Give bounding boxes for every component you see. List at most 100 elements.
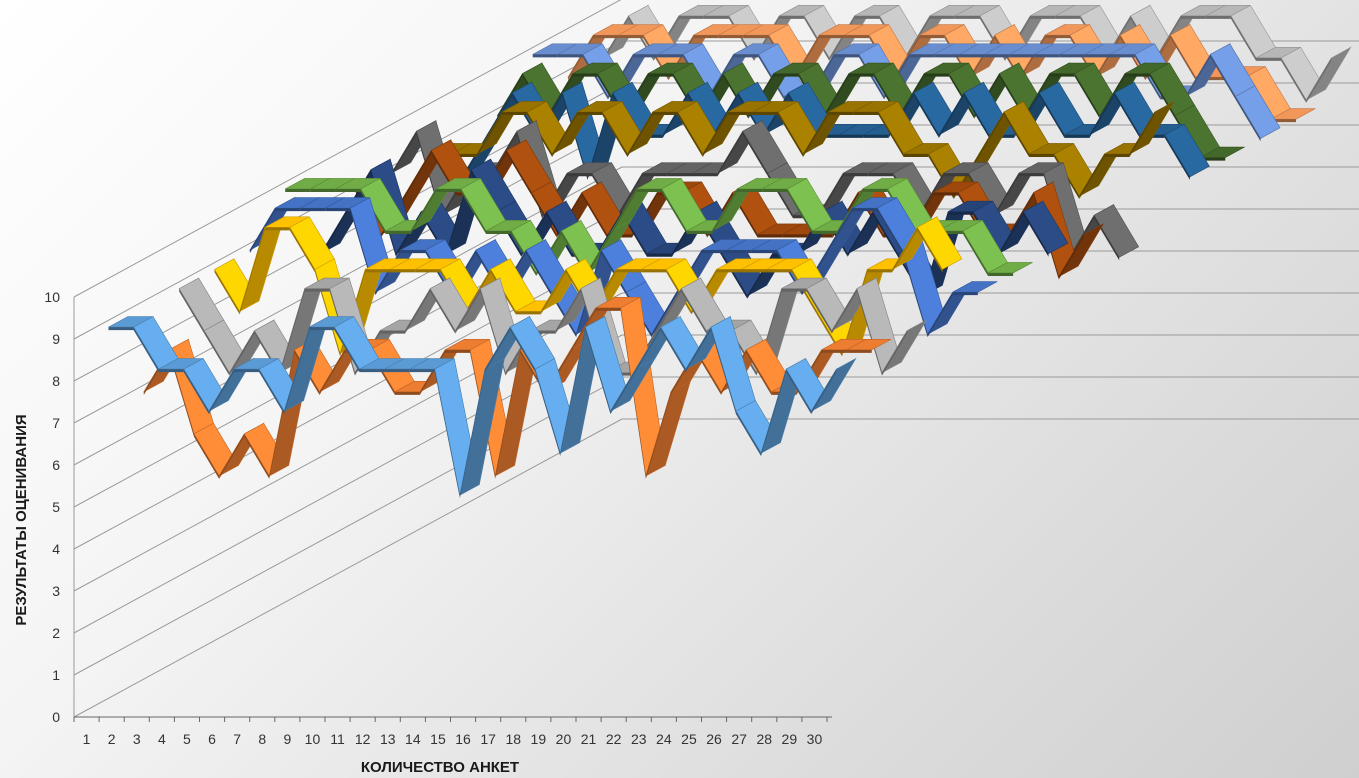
ribbon-edge: [658, 54, 684, 58]
ribbon-edge: [310, 188, 336, 192]
y-tick-label: 9: [52, 331, 60, 347]
ribbon-edge: [778, 112, 804, 158]
ribbon-edge: [677, 112, 703, 158]
ribbon-segment: [916, 216, 963, 270]
ribbon-edge: [934, 54, 960, 58]
ribbon-edge: [727, 112, 753, 116]
ribbon-edge: [279, 288, 305, 376]
ribbon-edge: [703, 15, 729, 19]
ribbon-edge: [535, 369, 561, 457]
ribbon-edge: [204, 330, 230, 376]
ribbon-edge: [786, 369, 812, 415]
x-tick-label: 26: [706, 731, 722, 747]
ribbon-edge: [1200, 157, 1226, 161]
ribbon-edge: [515, 311, 541, 315]
ribbon-edge: [1281, 57, 1307, 103]
ribbon-edge: [877, 208, 903, 254]
y-tick-label: 1: [52, 667, 60, 683]
ribbon-edge: [319, 349, 345, 395]
ribbon-edge: [551, 292, 577, 338]
ribbon-edge: [660, 327, 686, 373]
ribbon-edge: [365, 269, 391, 273]
ribbon-edge: [927, 292, 953, 338]
ribbon-edge: [510, 327, 536, 373]
ribbon-edge: [593, 35, 619, 39]
x-tick-label: 28: [756, 731, 772, 747]
ribbon-edge: [881, 330, 908, 376]
ribbon-edge: [718, 35, 744, 39]
ribbon-edge: [919, 35, 945, 39]
x-tick-label: 9: [283, 731, 291, 747]
ribbon-edge: [183, 369, 209, 415]
ribbon-edge: [667, 173, 693, 177]
ribbon-edge: [819, 35, 845, 39]
ribbon-edge: [735, 411, 762, 457]
ribbon-edge: [717, 131, 743, 177]
ribbon-edge: [214, 269, 240, 315]
ribbon-edge: [1256, 57, 1282, 61]
ribbon-edge: [761, 369, 787, 457]
series-ribbon: [108, 315, 857, 499]
ribbon-edge: [560, 327, 586, 457]
ribbon-edge: [661, 188, 687, 234]
ribbon-edge: [821, 349, 847, 353]
ribbon-edge: [701, 250, 727, 254]
ribbon-edge: [833, 54, 860, 58]
ribbon-edge: [484, 327, 511, 373]
y-tick-label: 8: [52, 373, 60, 389]
ribbon-edge: [406, 150, 432, 196]
ribbon-segment: [178, 277, 225, 332]
ribbon-edge: [179, 288, 205, 334]
ribbon-edge: [917, 227, 943, 273]
ribbon-edge: [1205, 15, 1231, 19]
x-tick-label: 29: [782, 731, 798, 747]
x-tick-label: 16: [455, 731, 471, 747]
ribbon-edge: [773, 73, 799, 77]
ribbon-edge: [486, 230, 512, 234]
ribbon-edge: [867, 269, 893, 273]
ribbon-edge: [782, 234, 808, 238]
ribbon-edge: [1230, 15, 1257, 61]
ribbon-edge: [476, 112, 502, 158]
ribbon-edge: [952, 292, 978, 296]
ribbon-edge: [400, 250, 426, 254]
ribbon-edge: [710, 327, 736, 415]
ribbon-segment: [1230, 4, 1276, 59]
x-tick-label: 17: [480, 731, 496, 747]
ribbon-edge: [459, 369, 485, 499]
ribbon-edge: [1235, 96, 1261, 142]
x-tick-label: 19: [531, 731, 547, 747]
ribbon-edge: [988, 272, 1014, 276]
x-tick-label: 14: [405, 731, 421, 747]
ribbon-edge: [711, 188, 738, 234]
ribbon-edge: [244, 433, 270, 479]
x-tick-label: 27: [731, 731, 747, 747]
ribbon-edge: [959, 54, 985, 58]
ribbon-edge: [194, 433, 220, 479]
ribbon-edge: [1084, 54, 1111, 58]
ribbon-edge: [828, 112, 854, 116]
ribbon-edge: [391, 131, 417, 177]
ribbon-edge: [692, 173, 718, 177]
ribbon-edge: [219, 433, 245, 479]
ribbon-edge: [803, 112, 829, 158]
ribbon-edge: [1058, 234, 1084, 280]
ribbon-edge: [686, 230, 712, 234]
ribbon-edge: [384, 369, 410, 373]
ribbon-edge: [844, 35, 870, 39]
ribbon-edge: [902, 250, 928, 338]
ribbon-edge: [284, 327, 310, 415]
ribbon-edge: [702, 112, 728, 158]
ribbon-edge: [304, 288, 330, 292]
ribbon-edge: [823, 73, 849, 119]
ribbon-edge: [229, 330, 255, 376]
ribbon-edge: [737, 188, 763, 192]
side-gridline: [73, 418, 623, 718]
ribbon-edge: [410, 188, 436, 234]
ribbon-edge: [781, 288, 807, 292]
ribbon-edge: [831, 288, 857, 334]
ribbon-edge: [878, 112, 904, 158]
ribbon-edge: [843, 173, 869, 177]
ribbon-edge: [610, 369, 636, 415]
